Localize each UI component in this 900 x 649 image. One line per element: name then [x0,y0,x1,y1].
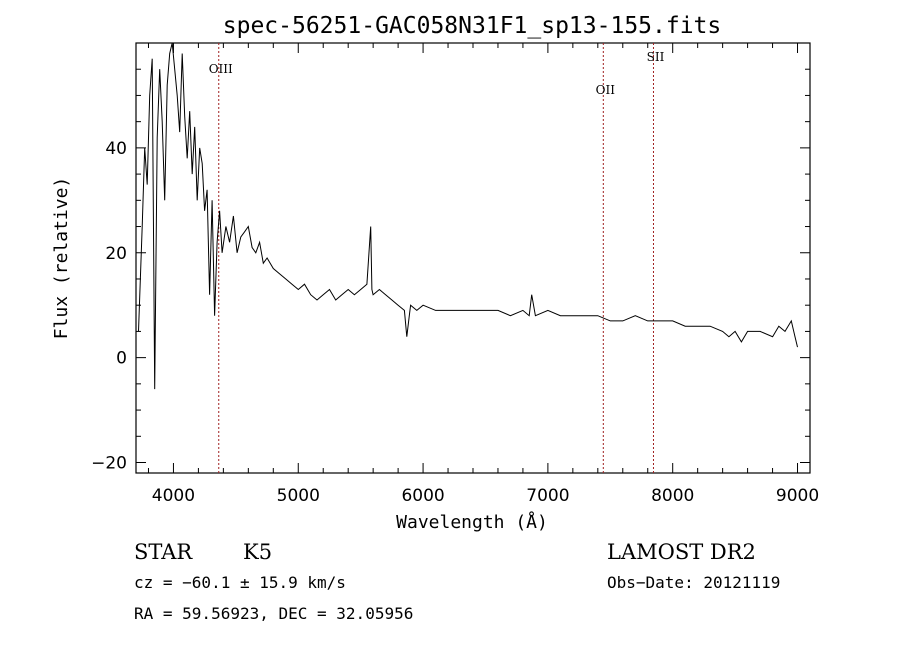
x-tick-label: 7000 [526,486,569,506]
y-tick-label: 0 [116,349,127,369]
chart-title: spec-56251-GAC058N31F1_sp13-155.fits [223,13,722,39]
coordinates: RA = 59.56923, DEC = 32.05956 [134,604,413,623]
emission-line-markers: OIII OII SII [209,43,665,473]
obs-date: Obs−Date: 20121119 [607,573,780,592]
y-ticks: −20 0 20 40 [91,68,810,474]
x-tick-label: 6000 [401,486,444,506]
x-ticks: 4000 5000 6000 7000 8000 9000 [147,43,819,506]
line-marker-label: OIII [209,62,233,76]
y-tick-label: −20 [91,454,127,474]
plot-frame [135,42,811,474]
line-marker-label: SII [647,50,665,64]
y-axis-label: Flux (relative) [51,177,72,340]
y-tick-label: 20 [105,244,127,264]
x-tick-label: 5000 [277,486,320,506]
spectrum-series-line [138,42,798,390]
x-axis-label: Wavelength (Å) [396,511,548,533]
line-marker-label: OII [596,83,616,97]
x-tick-label: 4000 [152,486,195,506]
survey-name: LAMOST DR2 [607,540,756,564]
x-tick-label: 8000 [651,486,694,506]
redshift-line: cz = −60.1 ± 15.9 km/s [134,573,346,592]
object-class: STAR [134,540,193,564]
x-tick-label: 9000 [776,486,819,506]
y-tick-label: 40 [105,139,127,159]
object-subclass: K5 [243,540,272,564]
